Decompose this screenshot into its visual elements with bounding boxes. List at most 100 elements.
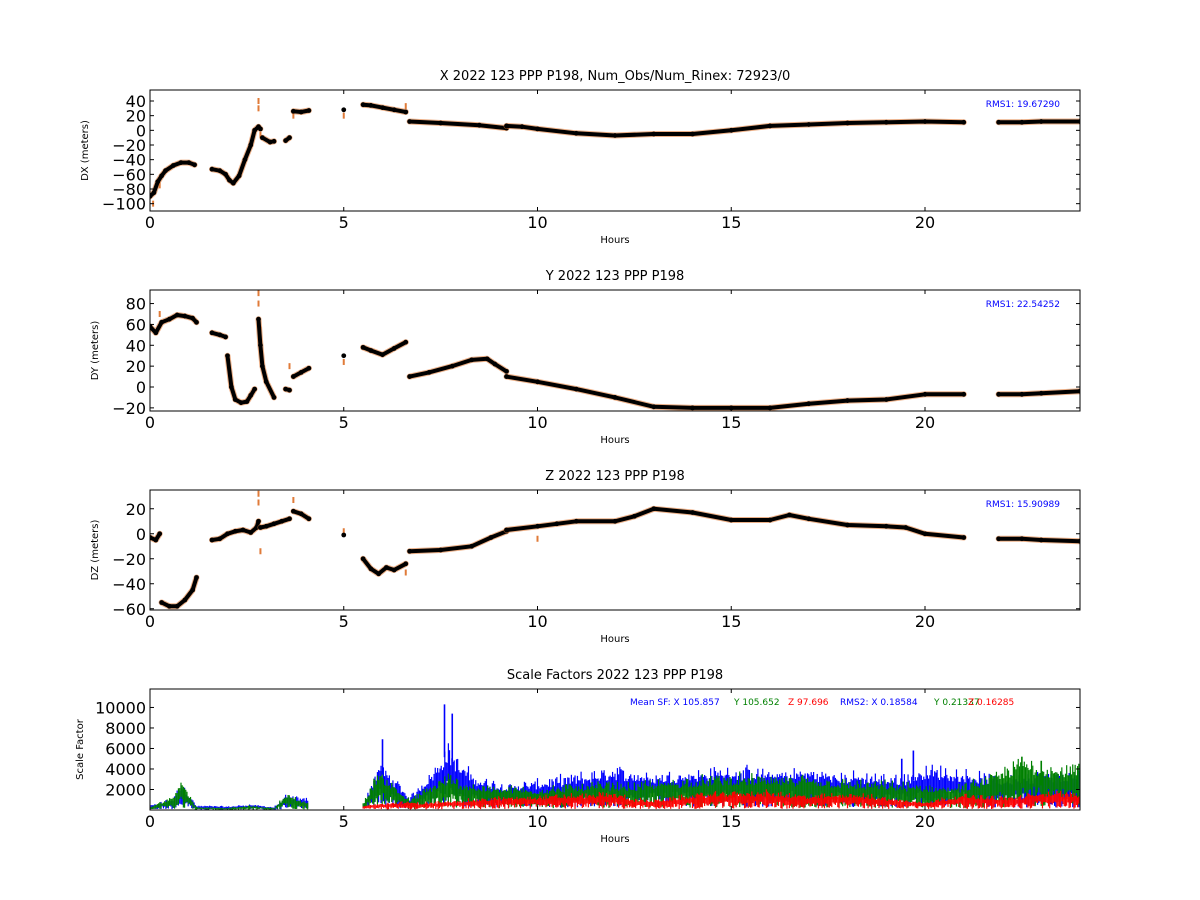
data-point [368,103,374,108]
sf-mark-Z [759,793,761,802]
sf-mark-Y [297,800,299,806]
sf-mark-Y [814,783,816,807]
sf-mark-Y [162,802,165,807]
sf-mark-Y [924,789,926,807]
sf-mark-Y [676,784,678,799]
data-point [150,193,153,199]
sf-mark-Y [454,784,456,800]
sf-mark-X [446,762,448,781]
sf-mark-Z [856,795,858,806]
data-point [360,344,366,350]
sf-mark-Y [179,788,181,800]
sf-mark-X [946,774,948,805]
data-point [845,522,850,528]
sf-mark-Y [393,787,395,801]
sf-mark-Z [872,797,874,805]
sf-mark-Y [1009,777,1011,801]
sf-mark-Z [849,793,851,805]
sf-mark-Y [270,807,273,810]
sf-mark-Z [1041,794,1044,809]
sf-mark-Z [573,796,575,803]
sf-mark-Y [587,786,589,802]
sf-mark-Y [740,781,742,794]
sf-mark-X [441,770,444,785]
sf-mark-Y [988,778,990,796]
sf-mark-Y [378,780,380,797]
data-point [469,357,475,363]
sf-mark-Y [1007,770,1010,804]
data-point [209,330,215,336]
sf-mark-Y [627,782,629,806]
outlier-point [257,490,260,497]
sf-mark-Z [701,793,703,808]
sf-mark-Z [567,796,569,805]
data-point [360,556,366,562]
data-point [341,353,347,359]
plot-area [150,704,1080,810]
sf-mark-Z [760,793,763,802]
sf-mark-Y [736,779,738,795]
sf-mark-X [1055,775,1057,808]
sf-mark-Y [800,776,803,805]
sf-mark-Z [730,795,732,803]
sf-mark-X [832,776,834,796]
sf-mark-Z [777,792,780,806]
sf-mark-Y [699,780,701,808]
sf-mark-Y [993,777,995,801]
sf-mark-Y [1039,772,1041,793]
sf-mark-Y [1030,760,1033,803]
sf-mark-Y [461,789,464,803]
data-point [612,395,618,400]
data-point [1077,538,1080,544]
sf-mark-Y [984,777,987,802]
sf-mark-Z [708,796,711,805]
sf-mark-Z [833,796,835,804]
sf-mark-Y [1063,777,1065,796]
sf-mark-Y [672,779,674,804]
sf-mark-Z [722,791,724,808]
sf-mark-Z [637,801,639,806]
sf-mark-Z [664,801,666,809]
sf-mark-Z [681,794,683,808]
sf-mark-Z [925,802,927,806]
sf-mark-Z [493,797,495,809]
sf-mark-Z [954,796,956,805]
sf-mark-Y [1053,772,1056,795]
sf-mark-Z [771,793,774,807]
data-point [279,518,285,524]
sf-mark-Y [636,790,638,800]
sf-mark-Z [534,797,536,804]
sf-mark-Y [647,786,649,800]
sf-mark-Z [575,797,577,803]
data-point [767,123,773,129]
sf-mark-X [1033,775,1035,803]
sf-mark-Z [1005,797,1007,807]
sf-mark-Y [741,781,743,806]
sf-mark-Z [975,799,977,803]
sf-mark-Z [783,797,786,806]
sf-mark-Z [466,802,468,806]
sf-mark-Y [1056,772,1058,790]
track-line [996,389,1080,397]
sf-mark-Y [974,785,976,804]
sf-mark-Z [928,802,930,809]
sf-mark-Y [222,808,224,810]
sf-mark-Y [417,798,419,803]
data-point [806,516,812,522]
sf-mark-Y [1045,774,1047,797]
sf-mark-X [261,806,263,809]
sf-mark-Y [364,797,367,808]
outlier-point [536,535,539,542]
sf-mark-Z [731,792,734,809]
sf-mark-Z [1067,794,1069,803]
sf-mark-X [941,777,943,802]
sf-mark-X [930,769,932,803]
data-point [306,516,312,522]
sf-mark-Y [257,807,259,809]
data-point [157,531,163,537]
y-tick-label: −20 [112,399,146,418]
sf-mark-Z [707,794,709,806]
sf-mark-Y [507,790,509,806]
sf-mark-Y [291,797,293,808]
sf-mark-Z [1016,799,1018,804]
